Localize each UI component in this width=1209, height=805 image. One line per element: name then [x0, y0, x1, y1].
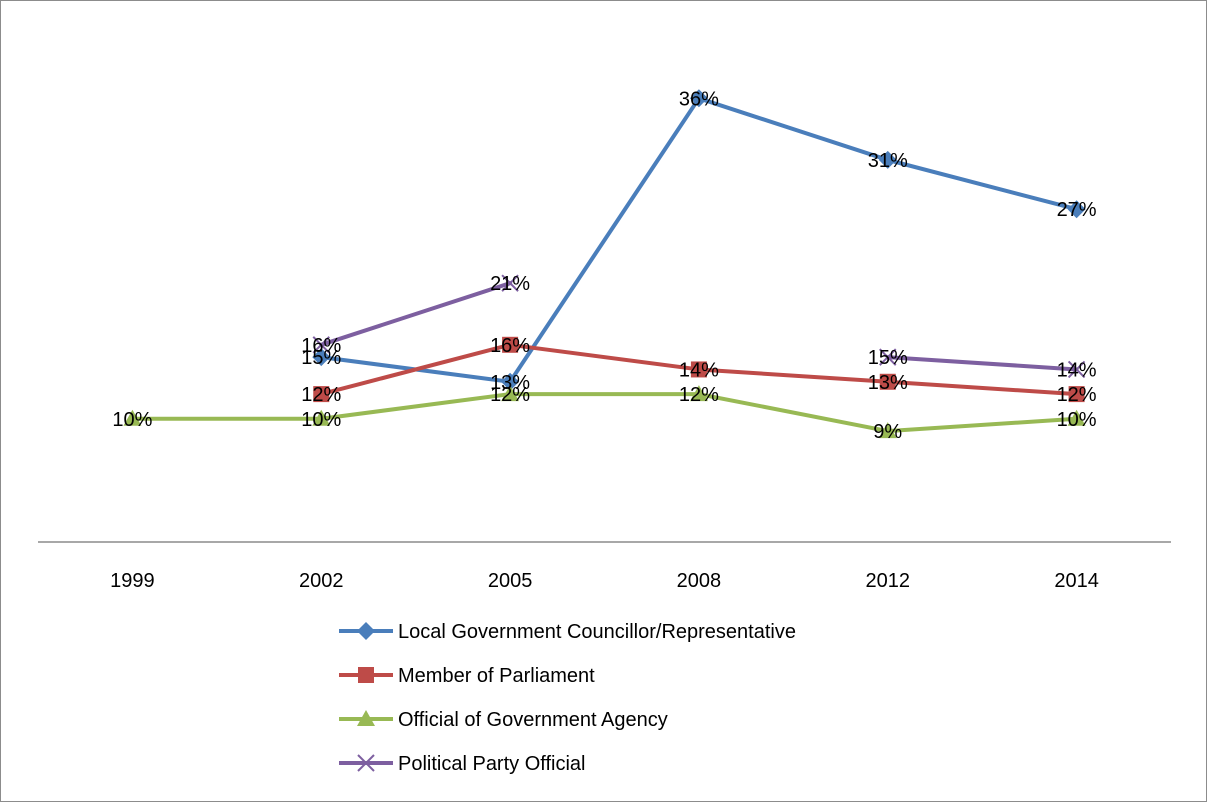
x-tick-label: 2005: [488, 570, 533, 592]
data-label: 14%: [1057, 359, 1097, 381]
legend-label: Political Party Official: [398, 753, 585, 775]
data-point-marker: [502, 336, 519, 353]
data-label: 12%: [301, 384, 341, 406]
data-point-marker: [1067, 200, 1086, 219]
data-label: 10%: [1057, 409, 1097, 431]
legend-label: Local Government Councillor/Representati…: [398, 621, 796, 643]
data-point-marker: [1068, 386, 1085, 403]
data-label: 14%: [679, 359, 719, 381]
data-point-marker: [689, 385, 708, 402]
data-label: 16%: [490, 335, 530, 357]
data-point-marker: [879, 373, 896, 390]
data-point-marker: [878, 150, 897, 169]
data-label: 9%: [873, 421, 902, 443]
data-label: 13%: [490, 372, 530, 394]
data-label: 27%: [1057, 199, 1097, 221]
data-point-marker: [1067, 409, 1086, 426]
data-point-marker: [123, 409, 142, 426]
x-tick-label: 2008: [677, 570, 722, 592]
legend-item: Political Party Official: [339, 753, 585, 775]
data-label: 31%: [868, 150, 908, 172]
data-label: 12%: [490, 384, 530, 406]
legend-marker: [357, 622, 375, 640]
x-tick-label: 2002: [299, 570, 344, 592]
data-point-marker: [312, 336, 330, 354]
data-point-marker: [501, 274, 519, 292]
data-point-marker: [312, 348, 331, 367]
legend-item: Official of Government Agency: [339, 709, 668, 731]
data-point-marker: [312, 409, 331, 426]
legend-item: Member of Parliament: [339, 665, 595, 687]
data-point-marker: [501, 372, 520, 391]
series-line: [319, 281, 513, 347]
x-tick-label: 2014: [1054, 570, 1099, 592]
legend-marker: [358, 667, 374, 683]
legend-label: Member of Parliament: [398, 665, 595, 687]
x-tick-label: 1999: [110, 570, 155, 592]
data-point-marker: [879, 348, 897, 366]
data-point-marker: [878, 422, 897, 439]
legend-marker: [357, 710, 375, 726]
series-line: [130, 392, 1079, 434]
data-label: 12%: [679, 384, 719, 406]
data-label: 12%: [1057, 384, 1097, 406]
data-point-marker: [501, 385, 520, 402]
data-label: 10%: [301, 409, 341, 431]
data-label: 21%: [490, 273, 530, 295]
x-tick-label: 2012: [866, 570, 911, 592]
data-label: 10%: [112, 409, 152, 431]
legend-label: Official of Government Agency: [398, 709, 668, 731]
data-label: 13%: [868, 372, 908, 394]
data-label: 15%: [301, 347, 341, 369]
legend-item: Local Government Councillor/Representati…: [339, 621, 796, 643]
legend-marker: [357, 754, 375, 772]
data-label: 16%: [301, 335, 341, 357]
data-point-marker: [313, 386, 330, 403]
data-point-marker: [690, 361, 707, 378]
data-label: 36%: [679, 88, 719, 110]
series-line: [319, 96, 1079, 384]
data-label: 15%: [868, 347, 908, 369]
data-point-marker: [689, 89, 708, 108]
data-point-marker: [1067, 360, 1086, 379]
series-line: [885, 355, 1079, 372]
